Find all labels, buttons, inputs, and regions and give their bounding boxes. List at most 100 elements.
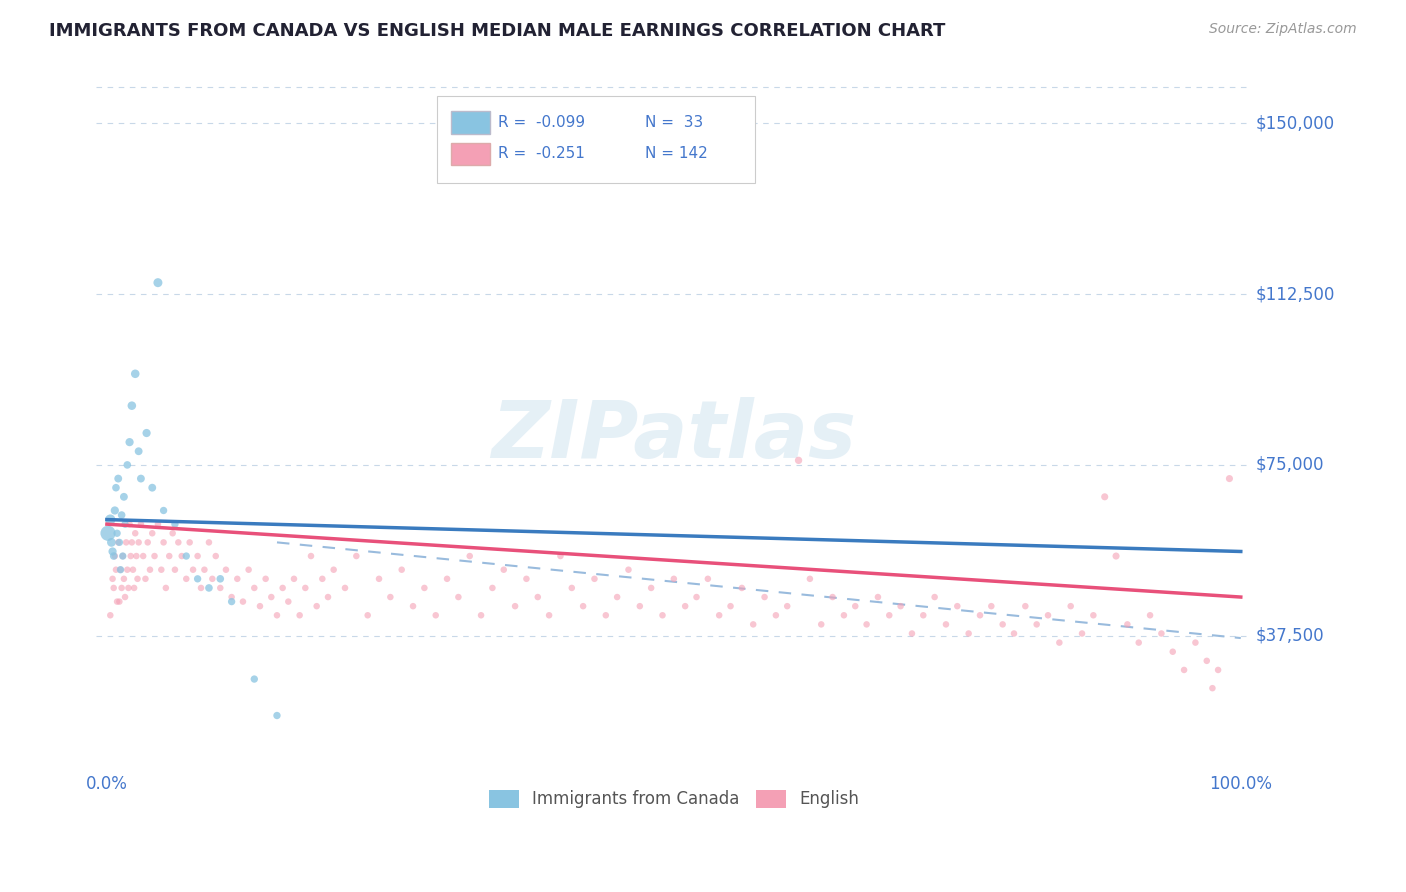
Point (673, 599, 696, 614)
Point (187, 572, 209, 586)
Point (436, 572, 458, 586)
Point (844, 599, 866, 614)
Point (640, 581, 662, 595)
Point (174, 549, 197, 563)
Point (114, 590, 136, 604)
Point (101, 572, 124, 586)
Point (221, 594, 243, 608)
Point (108, 594, 131, 608)
Point (266, 708, 288, 723)
Point (1195, 654, 1218, 668)
Point (595, 608, 617, 623)
Point (118, 435, 141, 450)
Point (628, 599, 651, 614)
Point (104, 563, 127, 577)
Point (152, 535, 174, 549)
Point (249, 599, 271, 614)
Point (201, 572, 224, 586)
Point (1128, 635, 1150, 649)
Point (709, 608, 731, 623)
Point (481, 581, 503, 595)
FancyBboxPatch shape (450, 112, 489, 134)
Point (108, 535, 131, 549)
Point (209, 572, 232, 586)
Point (104, 503, 127, 517)
Point (134, 572, 156, 586)
Point (277, 594, 299, 608)
Point (333, 581, 356, 595)
Point (111, 581, 134, 595)
Point (163, 563, 186, 577)
Point (402, 599, 425, 614)
Point (288, 608, 311, 623)
Point (115, 535, 138, 549)
Point (110, 563, 132, 577)
Point (344, 549, 367, 563)
Point (550, 549, 572, 563)
Point (957, 626, 980, 640)
Point (720, 599, 742, 614)
Point (174, 572, 197, 586)
Point (1002, 626, 1025, 640)
Point (606, 590, 628, 604)
Point (104, 549, 127, 563)
Point (146, 517, 169, 532)
Point (124, 526, 146, 541)
Point (120, 549, 142, 563)
Point (368, 572, 391, 586)
Point (121, 535, 143, 549)
Point (1218, 472, 1240, 486)
Point (146, 276, 169, 290)
Point (969, 608, 991, 623)
Point (181, 563, 204, 577)
Point (1139, 608, 1161, 623)
Text: R =  -0.099: R = -0.099 (498, 115, 585, 130)
Point (209, 581, 232, 595)
Point (98, 608, 121, 623)
Point (128, 535, 150, 549)
Point (912, 608, 935, 623)
Point (103, 581, 125, 595)
Point (190, 581, 212, 595)
Point (127, 572, 149, 586)
Point (305, 599, 328, 614)
Point (299, 549, 322, 563)
Point (111, 549, 134, 563)
Point (112, 572, 135, 586)
Point (107, 472, 129, 486)
Point (322, 563, 344, 577)
FancyBboxPatch shape (437, 96, 755, 183)
Point (100, 535, 122, 549)
Point (1105, 549, 1128, 563)
Point (357, 608, 380, 623)
Point (651, 608, 673, 623)
Point (129, 517, 152, 532)
Point (765, 608, 787, 623)
Point (139, 563, 162, 577)
Point (271, 581, 294, 595)
Point (924, 590, 946, 604)
Point (111, 549, 134, 563)
Point (198, 581, 221, 595)
Point (754, 590, 776, 604)
Point (1014, 599, 1036, 614)
Point (117, 563, 139, 577)
Point (105, 526, 128, 541)
Point (946, 599, 969, 614)
Point (136, 535, 159, 549)
Point (254, 572, 277, 586)
Point (104, 481, 127, 495)
Point (1060, 599, 1083, 614)
Point (991, 617, 1014, 632)
Point (1116, 617, 1139, 632)
Point (526, 590, 548, 604)
Point (866, 590, 889, 604)
Point (1184, 635, 1206, 649)
Point (492, 563, 515, 577)
Point (1094, 490, 1116, 504)
Point (877, 608, 900, 623)
Point (503, 599, 526, 614)
Text: ZIPatlas: ZIPatlas (491, 397, 856, 475)
Point (515, 572, 537, 586)
Point (97, 526, 120, 541)
